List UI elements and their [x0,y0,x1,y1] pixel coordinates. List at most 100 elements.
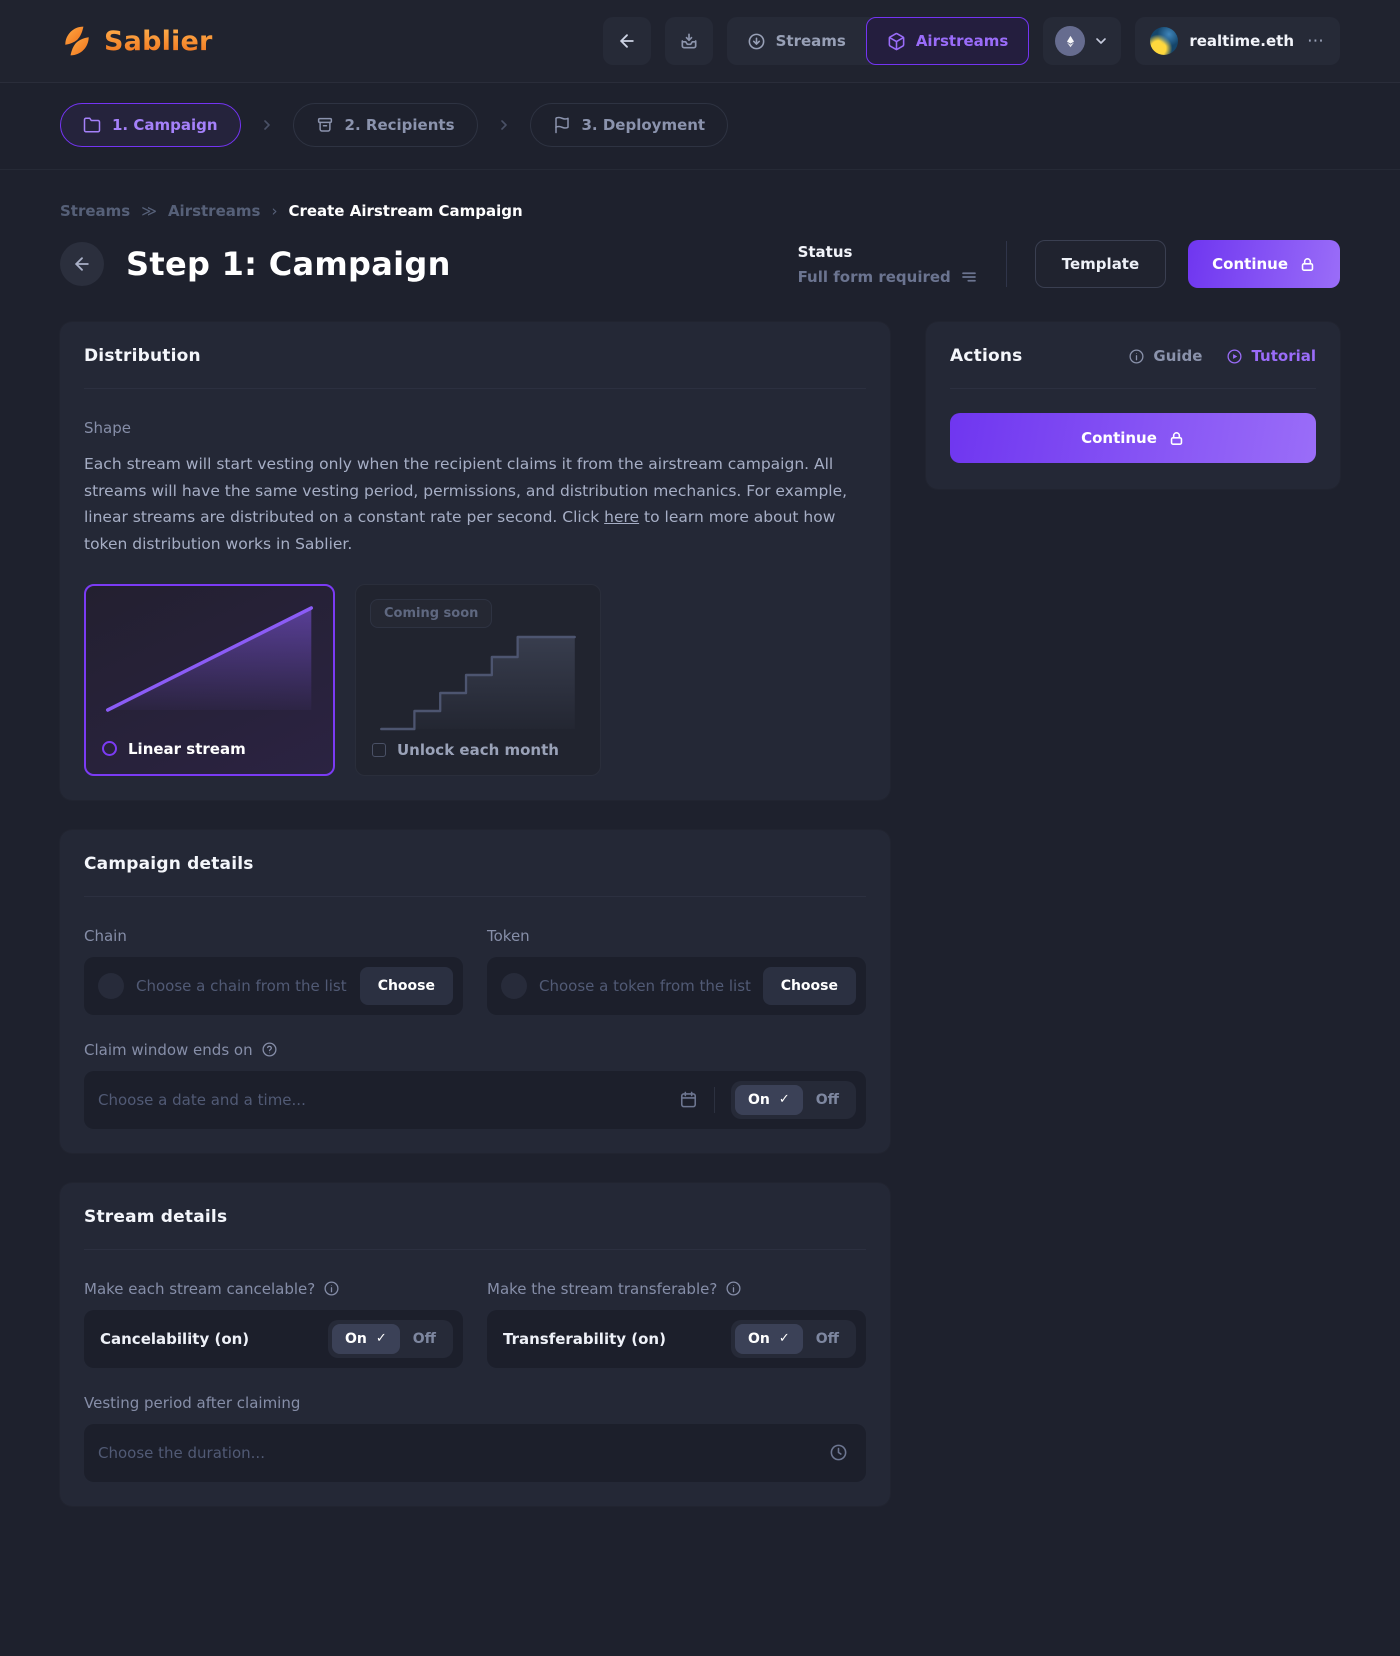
campaign-details-card: Campaign details Chain Choose Token [60,829,890,1153]
help-icon[interactable] [261,1041,278,1058]
campaign-details-title: Campaign details [84,853,254,874]
archive-icon [317,117,332,132]
divider [1005,241,1007,287]
shape-linear-label: Linear stream [128,739,246,758]
toggle-off-button[interactable]: Off [412,1330,436,1347]
breadcrumb-airstreams[interactable]: Airstreams [167,202,261,220]
account-menu[interactable]: realtime.eth ⋯ [1135,17,1340,65]
sablier-logo-icon [65,26,89,56]
shape-option-monthly: Coming soon Unlock each mo [355,583,601,776]
arrow-left-icon [619,34,634,48]
cube-icon [888,32,905,50]
toggle-on-button[interactable]: On ✓ [734,1084,803,1115]
nav-back-button[interactable] [602,17,651,65]
divider [84,1248,866,1250]
claim-window-field: On ✓ Off [84,1070,866,1129]
step-recipients-label: 2. Recipients [344,116,455,134]
account-name: realtime.eth [1189,32,1294,50]
tab-airstreams[interactable]: Airstreams [865,17,1030,65]
toggle-on-button[interactable]: On ✓ [734,1323,803,1354]
tab-streams[interactable]: Streams [727,17,866,65]
actions-continue-button[interactable]: Continue [950,413,1316,463]
nav-inbox-button[interactable] [664,17,713,65]
shape-monthly-label: Unlock each month [397,740,559,759]
divider [84,388,866,389]
shape-label: Shape [84,419,131,437]
divider [713,1086,715,1113]
toggle-on-label: On [747,1091,770,1108]
back-button[interactable] [60,242,104,286]
distribution-card: Distribution Shape Each stream will star… [60,322,890,800]
sablier-logo[interactable]: Sablier [60,24,213,58]
inbox-download-icon [681,33,697,49]
step-recipients[interactable]: 2. Recipients [292,103,478,147]
continue-label: Continue [1212,255,1288,273]
monthly-unlock-chart [380,635,576,730]
info-icon[interactable] [323,1280,340,1297]
date-input[interactable] [98,1090,667,1109]
shape-description: Each stream will start vesting only when… [84,451,866,558]
status-value: Full form required [797,267,951,286]
step-deployment[interactable]: 3. Deployment [529,103,729,147]
breadcrumb-separator: ≫ [141,202,157,220]
divider [950,388,1316,389]
toggle-on-label: On [344,1330,367,1347]
vesting-label: Vesting period after claiming [84,1393,301,1412]
chain-input[interactable] [136,976,348,995]
toggle-off-button[interactable]: Off [815,1091,839,1108]
token-label: Token [487,926,530,945]
ellipsis-icon[interactable]: ⋯ [1307,31,1325,51]
stream-details-title: Stream details [84,1206,228,1227]
cancelability-row: Cancelability (on) On ✓ Off [84,1309,463,1368]
transferability-row: Transferability (on) On ✓ Off [487,1309,866,1368]
check-icon: ✓ [375,1331,387,1347]
calendar-icon[interactable] [679,1090,698,1109]
guide-link[interactable]: Guide [1128,347,1202,365]
chain-label: Chain [84,926,127,945]
duration-input[interactable] [98,1443,817,1462]
choose-token-button[interactable]: Choose [762,966,856,1005]
transferability-toggle: On ✓ Off [730,1319,856,1358]
info-icon[interactable] [725,1280,742,1297]
token-field: Choose [487,956,866,1015]
clock-icon[interactable] [829,1443,848,1462]
tutorial-link[interactable]: Tutorial [1226,347,1316,365]
list-icon [961,271,976,282]
breadcrumb-current: Create Airstream Campaign [288,202,523,220]
divider [84,895,866,897]
shape-options: Linear stream Coming soon [84,583,866,776]
claim-window-label-text: Claim window ends on [84,1040,253,1059]
distribution-title: Distribution [84,346,201,366]
check-icon: ✓ [778,1331,790,1347]
coming-soon-badge: Coming soon [370,598,493,628]
step-deployment-label: 3. Deployment [581,116,706,134]
shape-option-linear[interactable]: Linear stream [84,583,335,776]
toggle-off-button[interactable]: Off [815,1330,839,1347]
vesting-field [84,1423,866,1482]
breadcrumb-streams[interactable]: Streams [60,202,131,220]
brand-name: Sablier [104,25,213,57]
checkbox-icon [372,742,386,757]
breadcrumb: Streams ≫ Airstreams › Create Airstream … [60,202,1340,220]
step-campaign[interactable]: 1. Campaign [60,103,241,147]
continue-label: Continue [1081,429,1157,447]
network-selector[interactable] [1043,17,1122,65]
chevron-down-icon [1096,38,1107,44]
ethereum-icon [1055,26,1086,56]
tutorial-link-label: Tutorial [1251,347,1316,365]
chevron-right-icon [263,120,270,130]
token-input[interactable] [539,976,751,995]
transferable-question-text: Make the stream transferable? [487,1279,718,1298]
transferability-label: Transferability (on) [503,1329,666,1348]
choose-chain-button[interactable]: Choose [359,966,453,1005]
step-campaign-label: 1. Campaign [112,116,218,134]
top-navbar: Sablier Streams [0,0,1400,83]
template-button[interactable]: Template [1034,240,1167,288]
description-text: to learn more about how token distributi… [84,508,836,553]
linear-stream-chart [105,605,314,712]
toggle-on-button[interactable]: On ✓ [331,1323,400,1354]
continue-button[interactable]: Continue [1188,240,1340,288]
learn-more-link[interactable]: here [604,508,640,527]
status-label: Status [797,242,853,261]
chain-placeholder-icon [98,972,124,999]
